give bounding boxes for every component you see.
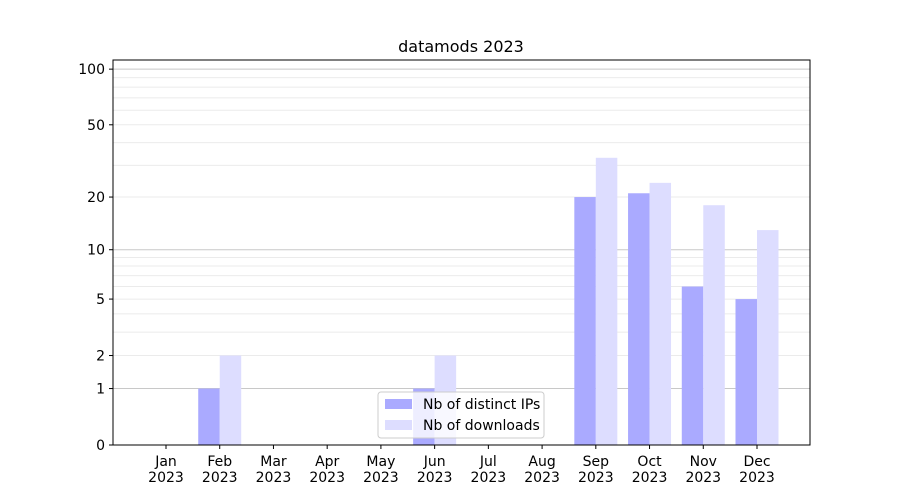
x-tick-label: 2023	[685, 470, 721, 486]
y-tick-label: 5	[96, 292, 105, 308]
x-tick-label: Apr	[315, 454, 339, 470]
legend-swatch-downloads	[385, 420, 412, 430]
bar-distinct-ips	[681, 286, 704, 445]
x-tick-label: 2023	[739, 470, 775, 486]
y-axis: 0 1 2 5 10 20 50 100	[78, 62, 113, 454]
bar-downloads	[757, 230, 779, 445]
bar-distinct-ips	[735, 299, 757, 445]
legend-box	[377, 391, 545, 439]
x-tick-label: 2023	[363, 470, 399, 486]
x-tick-label: 2023	[202, 470, 238, 486]
y-tick-label: 20	[87, 190, 105, 206]
x-tick-label: 2023	[578, 470, 614, 486]
x-tick-label: Aug	[528, 454, 555, 470]
x-axis: Jan2023Feb2023Mar2023Apr2023May2023Jun20…	[148, 445, 775, 486]
y-tick-label: 100	[78, 62, 105, 78]
legend-label-distinct-ips: Nb of distinct IPs	[423, 397, 540, 413]
x-tick-label: Jan	[154, 454, 177, 470]
y-tick-label: 1	[96, 382, 105, 398]
x-tick-label: Nov	[690, 454, 717, 470]
chart-title: datamods 2023	[398, 37, 524, 56]
bar-distinct-ips	[198, 388, 220, 445]
grid-lines	[113, 68, 810, 390]
x-tick-label: Oct	[637, 454, 662, 470]
bar-downloads	[703, 205, 725, 445]
y-tick-label: 10	[87, 243, 105, 259]
y-tick-label: 0	[96, 438, 105, 454]
x-tick-label: Jun	[423, 454, 446, 470]
y-tick-label: 2	[96, 349, 105, 365]
x-tick-label: 2023	[148, 470, 184, 486]
legend: Nb of distinct IPs Nb of downloads	[377, 391, 545, 439]
x-tick-label: 2023	[471, 470, 507, 486]
legend-swatch-distinct-ips	[385, 399, 412, 409]
x-tick-label: Jul	[479, 454, 497, 470]
x-tick-label: May	[366, 454, 395, 470]
bar-downloads	[595, 157, 618, 445]
x-tick-label: 2023	[256, 470, 292, 486]
x-tick-label: Dec	[743, 454, 770, 470]
bar-downloads	[219, 355, 242, 445]
x-tick-label: Feb	[207, 454, 232, 470]
plot-frame	[112, 59, 811, 446]
x-tick-label: Sep	[583, 454, 610, 470]
x-tick-label: 2023	[309, 470, 345, 486]
y-tick-label: 50	[87, 118, 105, 134]
bar-downloads	[649, 182, 672, 446]
x-tick-label: 2023	[524, 470, 560, 486]
x-tick-label: 2023	[417, 470, 453, 486]
bar-distinct-ips	[574, 197, 596, 445]
x-tick-label: 2023	[632, 470, 668, 486]
bar-distinct-ips	[628, 193, 650, 445]
x-tick-label: Mar	[260, 454, 287, 470]
legend-label-downloads: Nb of downloads	[423, 418, 540, 434]
